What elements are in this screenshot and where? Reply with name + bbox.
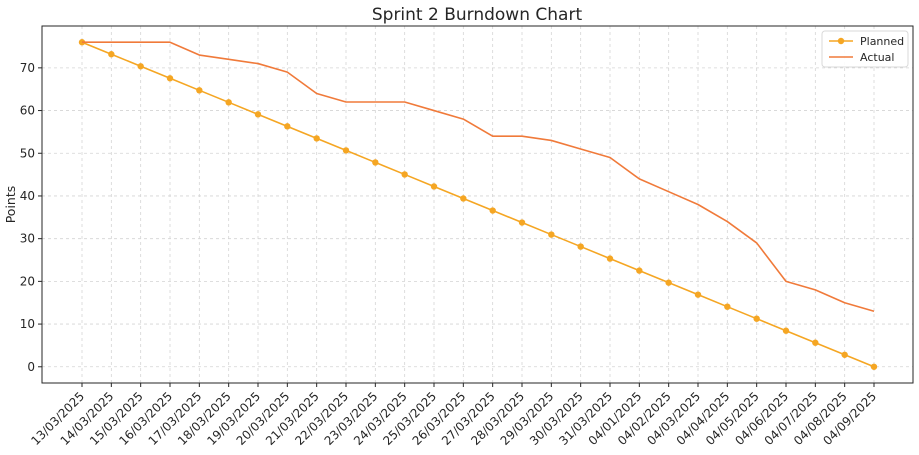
y-tick-label: 30 <box>20 232 35 246</box>
series-layer <box>78 39 878 370</box>
data-point-planned <box>137 63 144 70</box>
y-tick-label: 60 <box>20 104 35 118</box>
legend-marker-planned <box>837 37 845 45</box>
series-line-planned <box>81 41 875 368</box>
series-line-actual <box>82 41 875 313</box>
axes-layer: 13/03/202514/03/202515/03/202516/03/2025… <box>3 25 914 448</box>
grid-layer <box>42 26 913 383</box>
y-axis-label: Points <box>3 186 18 224</box>
data-point-planned <box>372 159 379 166</box>
data-point-planned <box>401 171 408 178</box>
data-point-planned <box>694 291 702 298</box>
data-point-planned <box>665 279 672 286</box>
data-point-planned <box>313 135 320 142</box>
plot-frame <box>41 25 914 384</box>
legend-label-planned: Planned <box>860 35 904 48</box>
data-point-planned <box>460 195 467 202</box>
data-point-planned <box>518 219 526 226</box>
data-point-planned <box>548 231 555 238</box>
data-point-planned <box>166 75 174 82</box>
data-point-planned <box>108 51 115 58</box>
data-point-planned <box>636 267 643 274</box>
data-point-planned <box>724 303 731 310</box>
data-point-planned <box>841 351 848 358</box>
legend: Planned Actual <box>821 30 909 68</box>
y-tick-label: 10 <box>20 317 35 331</box>
chart-title: Sprint 2 Burndown Chart <box>372 5 583 25</box>
legend-label-actual: Actual <box>860 51 894 64</box>
data-point-planned <box>782 327 790 334</box>
data-point-planned <box>430 183 438 190</box>
data-point-planned <box>254 111 262 118</box>
y-tick-label: 70 <box>20 61 35 75</box>
data-point-planned <box>196 87 203 94</box>
data-point-planned <box>606 255 614 262</box>
y-tick-label: 50 <box>20 146 35 160</box>
data-point-planned <box>753 315 760 322</box>
data-point-planned <box>870 363 878 370</box>
data-point-planned <box>342 147 350 154</box>
y-tick-label: 20 <box>20 274 35 288</box>
y-tick-label: 0 <box>27 360 35 374</box>
data-point-planned <box>225 99 232 106</box>
data-point-planned <box>812 339 819 346</box>
data-point-planned <box>577 243 584 250</box>
data-point-planned <box>489 207 496 214</box>
data-point-planned <box>284 123 291 130</box>
y-tick-label: 40 <box>20 189 35 203</box>
